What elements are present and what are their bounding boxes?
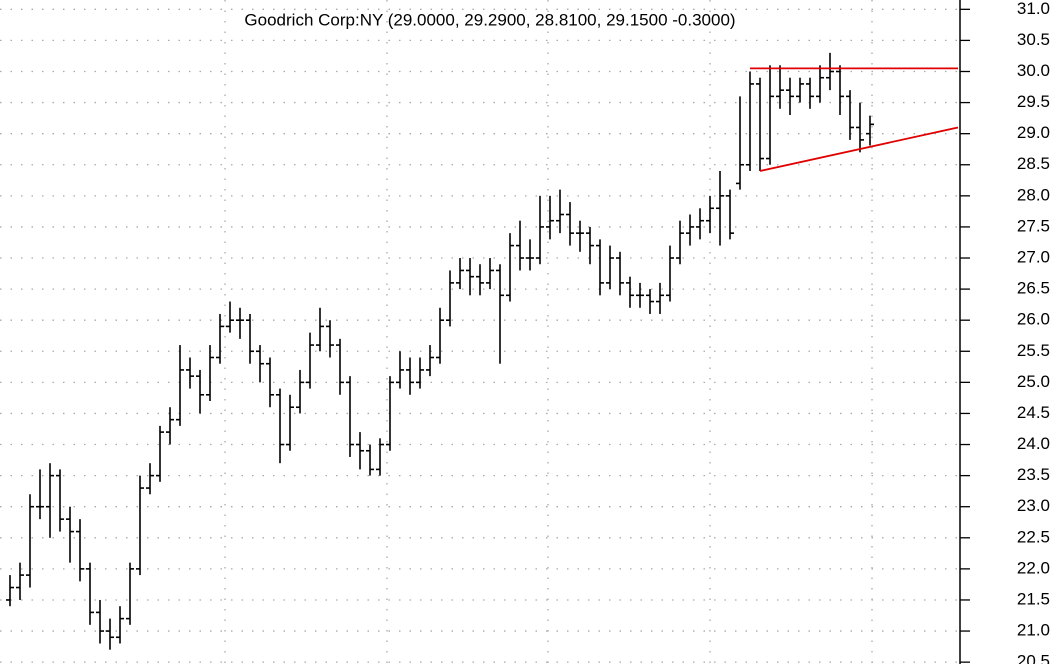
- y-tick-label: 30.5: [1017, 30, 1050, 49]
- y-tick-label: 27.5: [1017, 216, 1050, 235]
- y-tick-label: 24.0: [1017, 434, 1050, 453]
- y-tick-label: 28.5: [1017, 154, 1050, 173]
- y-tick-label: 23.5: [1017, 465, 1050, 484]
- y-tick-label: 28.0: [1017, 185, 1050, 204]
- y-tick-label: 31.0: [1017, 0, 1050, 18]
- y-tick-label: 20.5: [1017, 652, 1050, 664]
- y-tick-label: 23.0: [1017, 496, 1050, 515]
- y-tick-label: 30.0: [1017, 61, 1050, 80]
- y-tick-label: 25.5: [1017, 341, 1050, 360]
- chart-subtitle: Goodrich Corp:NY (29.0000, 29.2900, 28.8…: [244, 10, 735, 29]
- y-tick-label: 26.5: [1017, 279, 1050, 298]
- y-tick-label: 22.0: [1017, 558, 1050, 577]
- y-tick-label: 21.5: [1017, 589, 1050, 608]
- y-tick-label: 24.5: [1017, 403, 1050, 422]
- trendline: [759, 126, 959, 172]
- y-tick-label: 25.0: [1017, 372, 1050, 391]
- y-tick-label: 21.0: [1017, 621, 1050, 640]
- y-tick-label: 26.0: [1017, 310, 1050, 329]
- vertical-grid: [224, 0, 873, 664]
- y-tick-label: 22.5: [1017, 527, 1050, 546]
- y-tick-label: 29.5: [1017, 92, 1050, 111]
- y-tick-label: 27.0: [1017, 247, 1050, 266]
- y-tick-label: 29.0: [1017, 123, 1050, 142]
